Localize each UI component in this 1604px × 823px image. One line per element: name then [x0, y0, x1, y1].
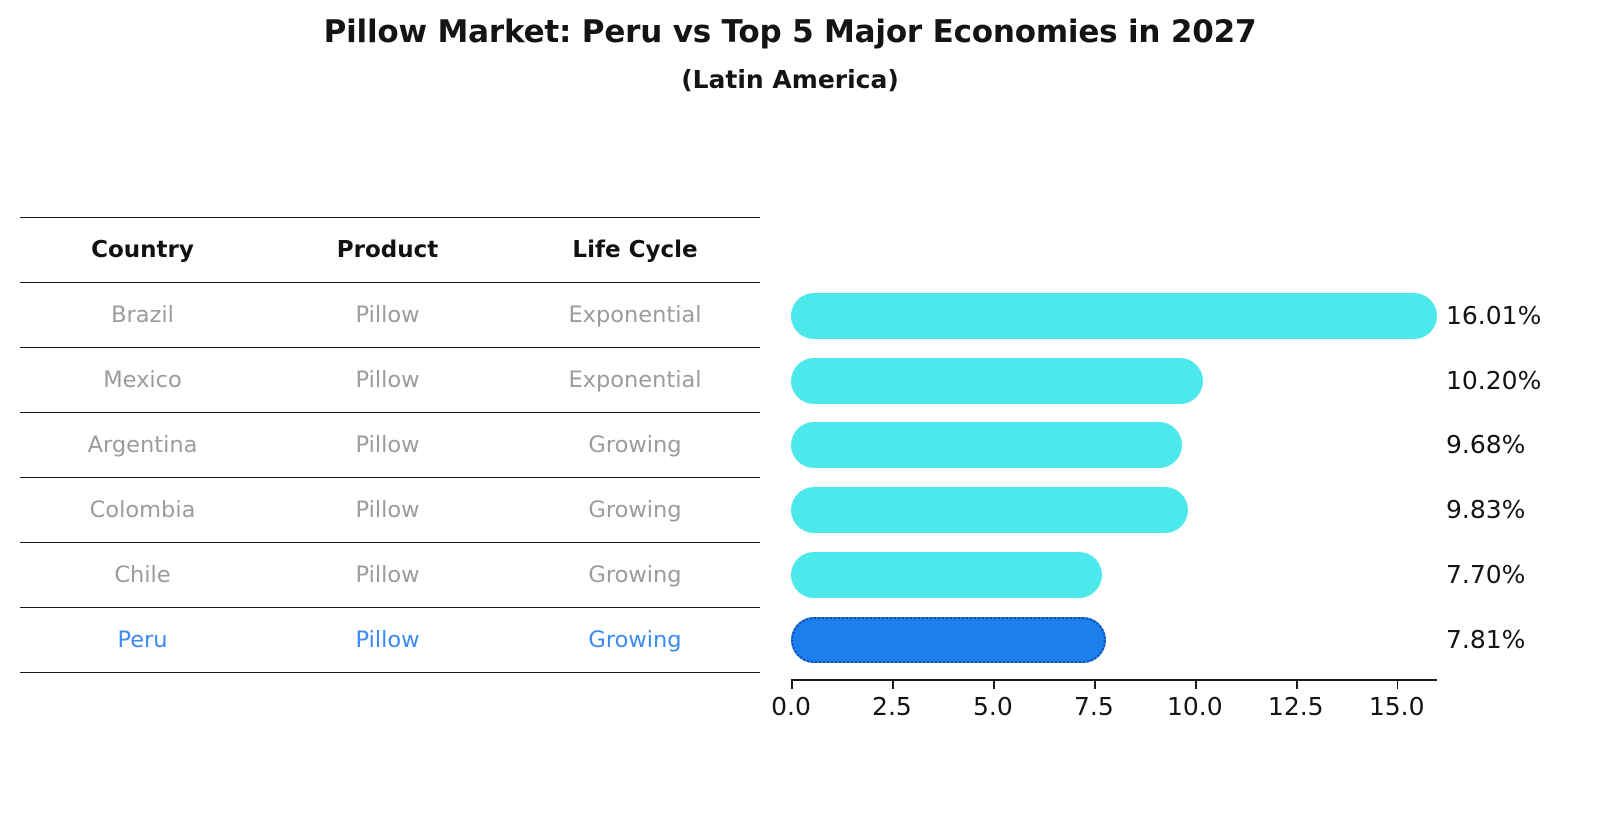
x-axis-tick [1093, 680, 1096, 689]
table-row: Chile Pillow Growing [20, 542, 760, 608]
cell-product: Pillow [265, 542, 510, 608]
cell-life-cycle: Growing [510, 607, 760, 673]
x-axis-tick-label: 12.5 [1267, 692, 1324, 721]
column-header-country: Country [20, 217, 265, 283]
cell-country: Mexico [20, 347, 265, 413]
column-header-product: Product [265, 217, 510, 283]
cell-life-cycle: Growing [510, 477, 760, 543]
bar-value-label: 7.81% [1446, 624, 1526, 654]
cell-product: Pillow [265, 412, 510, 478]
cell-country: Chile [20, 542, 265, 608]
x-axis-tick [1194, 680, 1197, 689]
bar-mexico [791, 357, 1203, 404]
cell-country: Brazil [20, 282, 265, 348]
cell-product: Pillow [265, 477, 510, 543]
x-axis-tick-label: 7.5 [1073, 692, 1114, 721]
table-body: Brazil Pillow Exponential Mexico Pillow Expon… [20, 282, 760, 673]
bar-value-label: 10.20% [1446, 365, 1542, 395]
x-axis-line [791, 679, 1437, 682]
data-table-wrapper: Country Product Life Cycle Brazil Pillow E… [20, 217, 760, 673]
cell-product: Pillow [265, 282, 510, 348]
x-axis-tick [891, 680, 894, 689]
x-axis-tick-label: 5.0 [973, 692, 1013, 721]
x-axis-tick [992, 680, 995, 689]
x-axis-tick [1396, 680, 1399, 689]
bar-argentina [791, 422, 1182, 469]
x-axis-tick-label: 2.5 [872, 692, 912, 721]
bar-brazil [791, 293, 1438, 339]
page-title: Pillow Market: Peru vs Top 5 Major Econo… [323, 14, 1257, 50]
bar-value-label: 16.01% [1446, 301, 1542, 330]
bar-colombia [791, 487, 1188, 534]
cell-product: Pillow [265, 347, 510, 413]
table-row: Mexico Pillow Exponential [20, 347, 760, 413]
table-header: Country Product Life Cycle [20, 217, 760, 283]
table-row: Brazil Pillow Exponential [20, 282, 760, 348]
bar-value-label: 7.70% [1446, 559, 1526, 589]
table-row: Argentina Pillow Growing [20, 412, 760, 478]
cell-life-cycle: Exponential [510, 282, 760, 348]
data-table: Country Product Life Cycle Brazil Pillow E… [20, 217, 760, 673]
x-axis-tick-label: 10.0 [1166, 692, 1223, 721]
x-axis-tick-label: 15.0 [1368, 692, 1425, 721]
cell-product: Pillow [265, 607, 510, 673]
table-header-row: Country Product Life Cycle [20, 217, 760, 283]
table-row: Peru Pillow Growing [20, 607, 760, 673]
cell-country: Colombia [20, 477, 265, 543]
cell-country: Peru [20, 607, 265, 673]
x-axis-tick [1295, 680, 1298, 689]
x-axis-tick [791, 680, 793, 689]
cell-country: Argentina [20, 412, 265, 478]
x-axis-tick-label: 0.0 [771, 692, 811, 721]
title-block: Pillow Market: Peru vs Top 5 Major Econo… [0, 14, 1580, 94]
table-row: Colombia Pillow Growing [20, 477, 760, 543]
bar-peru [791, 616, 1107, 663]
cell-life-cycle: Growing [510, 412, 760, 478]
cell-life-cycle: Growing [510, 542, 760, 608]
chart-subtitle: (Latin America) [681, 64, 899, 94]
bar-chile [791, 551, 1102, 598]
bar-value-label: 9.83% [1446, 495, 1526, 525]
bar-value-label: 9.68% [1446, 430, 1526, 460]
column-header-life-cycle: Life Cycle [510, 217, 760, 283]
